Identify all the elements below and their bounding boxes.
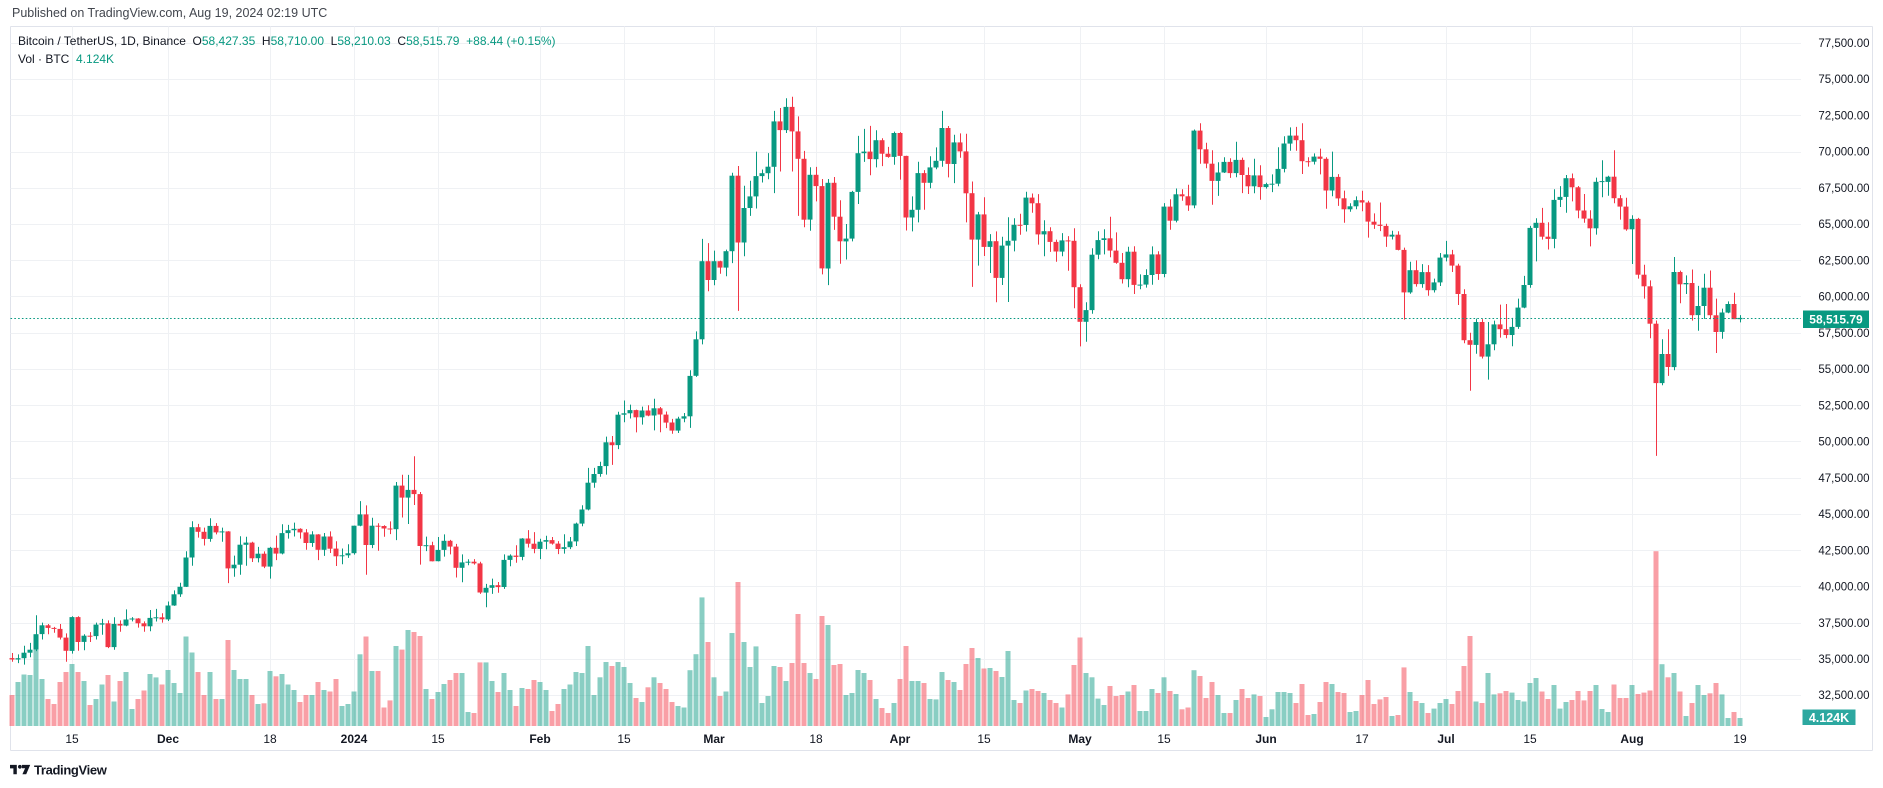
svg-text:50,000.00: 50,000.00 — [1818, 437, 1869, 449]
svg-text:Aug: Aug — [1620, 732, 1643, 746]
svg-text:May: May — [1068, 732, 1092, 746]
svg-text:15: 15 — [431, 732, 445, 746]
svg-text:57,500.00: 57,500.00 — [1818, 328, 1869, 340]
svg-text:37,500.00: 37,500.00 — [1818, 618, 1869, 630]
svg-text:15: 15 — [1157, 732, 1171, 746]
svg-text:72,500.00: 72,500.00 — [1818, 111, 1869, 123]
svg-text:Dec: Dec — [157, 732, 179, 746]
svg-text:55,000.00: 55,000.00 — [1818, 364, 1869, 376]
svg-text:67,500.00: 67,500.00 — [1818, 183, 1869, 195]
svg-text:4.124K: 4.124K — [1809, 711, 1849, 725]
svg-text:47,500.00: 47,500.00 — [1818, 473, 1869, 485]
svg-text:35,000.00: 35,000.00 — [1818, 654, 1869, 666]
svg-text:Apr: Apr — [890, 732, 911, 746]
svg-text:58,515.79: 58,515.79 — [1809, 313, 1863, 327]
svg-text:17: 17 — [1355, 732, 1369, 746]
svg-text:15: 15 — [1523, 732, 1537, 746]
svg-text:62,500.00: 62,500.00 — [1818, 255, 1869, 267]
svg-text:40,000.00: 40,000.00 — [1818, 582, 1869, 594]
svg-text:Jun: Jun — [1255, 732, 1276, 746]
svg-text:15: 15 — [65, 732, 79, 746]
svg-text:45,000.00: 45,000.00 — [1818, 509, 1869, 521]
svg-text:70,000.00: 70,000.00 — [1818, 147, 1869, 159]
svg-text:Feb: Feb — [529, 732, 550, 746]
svg-text:15: 15 — [977, 732, 991, 746]
svg-text:19: 19 — [1733, 732, 1747, 746]
svg-text:42,500.00: 42,500.00 — [1818, 545, 1869, 557]
svg-text:75,000.00: 75,000.00 — [1818, 74, 1869, 86]
svg-text:52,500.00: 52,500.00 — [1818, 400, 1869, 412]
svg-text:60,000.00: 60,000.00 — [1818, 292, 1869, 304]
svg-text:77,500.00: 77,500.00 — [1818, 38, 1869, 50]
svg-text:15: 15 — [617, 732, 631, 746]
svg-text:2024: 2024 — [341, 732, 368, 746]
svg-text:TradingView: TradingView — [34, 763, 108, 778]
svg-text:18: 18 — [809, 732, 823, 746]
svg-text:32,500.00: 32,500.00 — [1818, 690, 1869, 702]
svg-text:Jul: Jul — [1437, 732, 1454, 746]
svg-text:65,000.00: 65,000.00 — [1818, 219, 1869, 231]
svg-text:Mar: Mar — [703, 732, 725, 746]
svg-text:18: 18 — [263, 732, 277, 746]
